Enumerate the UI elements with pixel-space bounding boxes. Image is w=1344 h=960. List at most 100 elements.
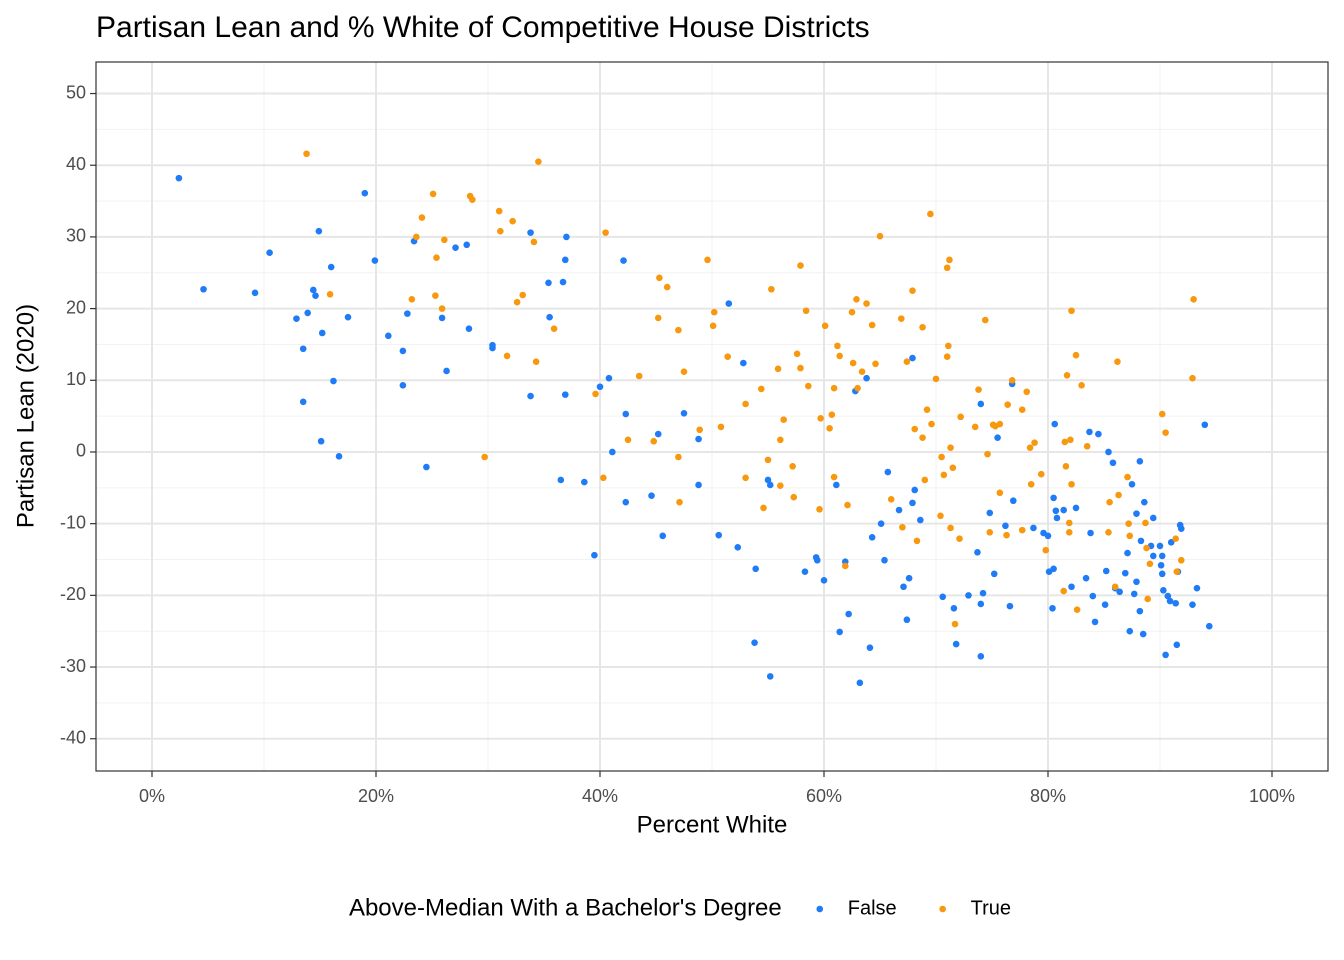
point [1144,595,1151,603]
point [399,382,407,389]
point [1177,556,1185,564]
point [1027,480,1035,488]
point [513,298,521,306]
legend: Above-Median With a Bachelor's Degree Fal… [349,894,1011,921]
point [816,506,823,513]
point [1061,438,1069,446]
point [600,474,607,482]
point [927,210,934,218]
point [1172,599,1179,607]
point [1201,421,1209,429]
point [1002,522,1009,530]
point [563,233,570,241]
point [974,549,981,556]
point [742,400,749,408]
point [452,244,459,251]
point [1177,525,1185,532]
point [1087,529,1094,537]
point [361,189,369,197]
point [315,227,323,235]
point [535,158,542,165]
point [1205,622,1213,630]
point [932,375,940,383]
point [1053,514,1061,522]
point [900,583,907,591]
point [1164,592,1172,600]
point [836,628,843,636]
point [757,385,765,393]
point [921,476,929,484]
point [1193,584,1201,592]
point [624,436,632,444]
point [423,463,430,471]
point [1124,549,1131,557]
point [1082,574,1090,582]
point [527,392,534,400]
point [979,589,987,597]
point [1166,597,1174,605]
point [676,498,683,506]
point [497,227,504,235]
point [1004,401,1011,408]
point [335,452,343,460]
point [1102,567,1110,575]
point [266,249,273,256]
point [404,310,411,317]
point [1173,641,1181,649]
point [951,620,959,628]
point [939,593,947,601]
y-tick-label: -10 [60,512,86,532]
point [768,285,775,293]
point [675,453,682,461]
point [1160,587,1167,594]
point [1142,519,1149,527]
point [805,382,812,390]
point [952,640,960,648]
point [760,504,767,512]
point [866,644,874,651]
point [1125,520,1132,527]
point [780,416,787,424]
point [469,196,476,203]
point [903,616,911,624]
point [1189,374,1196,382]
point [1089,592,1097,600]
point [928,420,935,428]
point [790,493,798,501]
point [509,217,516,225]
point [1149,514,1157,522]
point [834,342,841,350]
point [675,326,682,334]
point [841,562,849,570]
point [1167,539,1175,546]
point [503,352,511,360]
point [919,323,926,331]
point [1136,607,1144,615]
x-tick-label: 0% [139,786,165,806]
point [530,238,538,246]
point [764,456,772,464]
point [858,368,866,375]
point [1044,532,1052,540]
point [817,414,824,422]
point [581,478,588,486]
point [1050,494,1057,502]
point [797,364,804,372]
point [656,274,663,282]
point [418,214,426,221]
point [1051,420,1059,428]
point [620,257,627,264]
point [330,377,337,385]
point [828,411,836,419]
point [949,464,957,472]
point [1105,528,1112,536]
point [919,434,926,441]
point [986,509,994,517]
point [1052,507,1060,515]
point [489,344,496,352]
point [1124,473,1131,481]
point [1189,601,1196,608]
point [1072,504,1080,512]
y-axis-title: Partisan Lean (2020) [12,304,39,528]
point [312,292,319,300]
